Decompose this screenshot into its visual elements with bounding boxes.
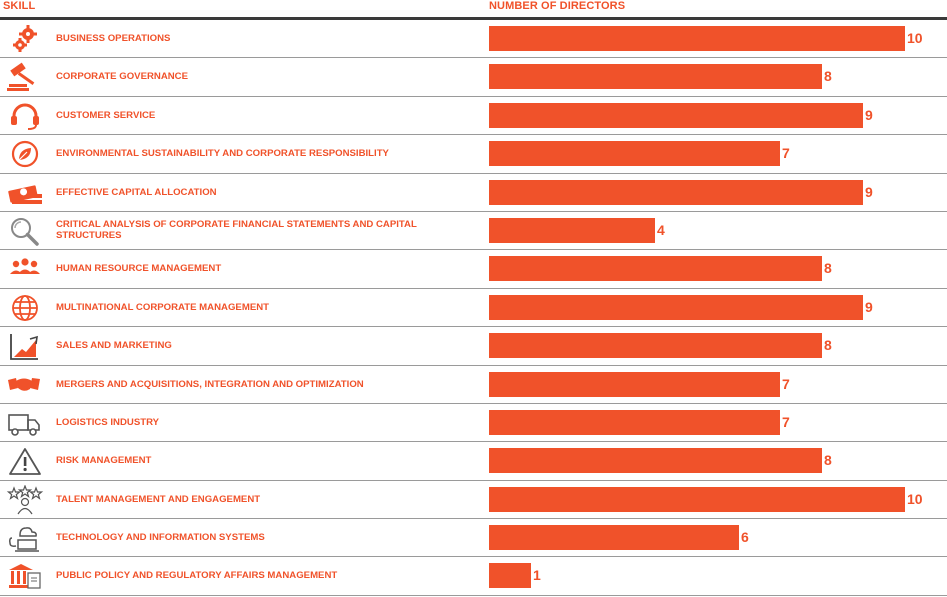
bar xyxy=(489,409,780,435)
value-label: 1 xyxy=(533,567,541,584)
truck-icon xyxy=(6,408,44,438)
chart-row: TALENT MANAGEMENT AND ENGAGEMENT 10 xyxy=(0,481,947,520)
value-label: 6 xyxy=(741,529,749,546)
category-label: MULTINATIONAL CORPORATE MANAGEMENT xyxy=(56,301,270,313)
category-label: LOGISTICS INDUSTRY xyxy=(56,416,160,428)
chart-row: SALES AND MARKETING 8 xyxy=(0,327,947,366)
bar xyxy=(489,486,905,512)
value-label: 7 xyxy=(782,375,790,392)
skill-column-header: SKILL xyxy=(3,0,36,12)
chart-row: BUSINESS OPERATIONS 10 xyxy=(0,20,947,59)
category-label: CRITICAL ANALYSIS OF CORPORATE FINANCIAL… xyxy=(56,219,417,242)
money-stack-icon xyxy=(6,178,44,208)
bar xyxy=(489,217,655,243)
bar xyxy=(489,525,739,551)
value-label: 9 xyxy=(865,298,873,315)
leaf-circle-icon xyxy=(6,139,44,169)
category-label: HUMAN RESOURCE MANAGEMENT xyxy=(56,263,222,275)
category-label: PUBLIC POLICY AND REGULATORY AFFAIRS MAN… xyxy=(56,570,338,582)
courthouse-icon xyxy=(6,561,44,591)
value-label: 9 xyxy=(865,183,873,200)
bar xyxy=(489,294,863,320)
value-label: 8 xyxy=(824,452,832,469)
chart-row: CRITICAL ANALYSIS OF CORPORATE FINANCIAL… xyxy=(0,212,947,251)
category-label: TECHNOLOGY AND INFORMATION SYSTEMS xyxy=(56,532,265,544)
value-label: 7 xyxy=(782,413,790,430)
people-group-icon xyxy=(6,254,44,284)
chart-row: TECHNOLOGY AND INFORMATION SYSTEMS 6 xyxy=(0,519,947,558)
value-label: 8 xyxy=(824,68,832,85)
chart-row: CORPORATE GOVERNANCE 8 xyxy=(0,58,947,97)
category-label: SALES AND MARKETING xyxy=(56,340,172,352)
chart-row: ENVIRONMENTAL SUSTAINABILITY AND CORPORA… xyxy=(0,135,947,174)
skills-chart: BUSINESS OPERATIONS 10 CORPORATE GOVERNAN… xyxy=(0,20,947,596)
bar xyxy=(489,563,531,589)
value-label: 4 xyxy=(657,221,665,238)
chart-row: PUBLIC POLICY AND REGULATORY AFFAIRS MAN… xyxy=(0,557,947,596)
chart-row: MERGERS AND ACQUISITIONS, INTEGRATION AN… xyxy=(0,366,947,404)
chart-row: HUMAN RESOURCE MANAGEMENT 8 xyxy=(0,250,947,289)
header-divider xyxy=(0,17,947,20)
gavel-icon xyxy=(6,62,44,92)
bar xyxy=(489,448,822,474)
magnifier-icon xyxy=(6,216,44,246)
chart-row: CUSTOMER SERVICE 9 xyxy=(0,97,947,136)
category-label: CUSTOMER SERVICE xyxy=(56,109,156,121)
bar xyxy=(489,102,863,128)
bar xyxy=(489,179,863,205)
category-label: RISK MANAGEMENT xyxy=(56,455,152,467)
growth-chart-icon xyxy=(6,331,44,361)
value-label: 10 xyxy=(907,490,923,507)
value-label: 9 xyxy=(865,106,873,123)
value-label: 8 xyxy=(824,260,832,277)
warning-icon xyxy=(6,446,44,476)
bar xyxy=(489,141,780,167)
bar xyxy=(489,26,905,51)
talent-stars-icon xyxy=(6,484,44,515)
category-label: ENVIRONMENTAL SUSTAINABILITY AND CORPORA… xyxy=(56,148,389,160)
category-label: EFFECTIVE CAPITAL ALLOCATION xyxy=(56,186,217,198)
value-label: 10 xyxy=(907,30,923,46)
chart-row: MULTINATIONAL CORPORATE MANAGEMENT 9 xyxy=(0,289,947,328)
headset-icon xyxy=(6,101,44,131)
category-label: BUSINESS OPERATIONS xyxy=(56,33,171,44)
globe-icon xyxy=(6,293,44,323)
bar xyxy=(489,371,780,397)
value-label: 8 xyxy=(824,337,832,354)
bar xyxy=(489,333,822,359)
value-label: 7 xyxy=(782,145,790,162)
chart-row: EFFECTIVE CAPITAL ALLOCATION 9 xyxy=(0,174,947,212)
category-label: MERGERS AND ACQUISITIONS, INTEGRATION AN… xyxy=(56,378,364,390)
bar xyxy=(489,64,822,90)
gears-icon xyxy=(6,24,44,54)
handshake-icon xyxy=(6,370,44,400)
cloud-laptop-icon xyxy=(6,523,44,553)
chart-row: RISK MANAGEMENT 8 xyxy=(0,442,947,481)
category-label: CORPORATE GOVERNANCE xyxy=(56,71,189,83)
category-label: TALENT MANAGEMENT AND ENGAGEMENT xyxy=(56,493,261,505)
bar xyxy=(489,256,822,282)
directors-column-header: NUMBER OF DIRECTORS xyxy=(489,0,626,12)
chart-row: LOGISTICS INDUSTRY 7 xyxy=(0,404,947,443)
